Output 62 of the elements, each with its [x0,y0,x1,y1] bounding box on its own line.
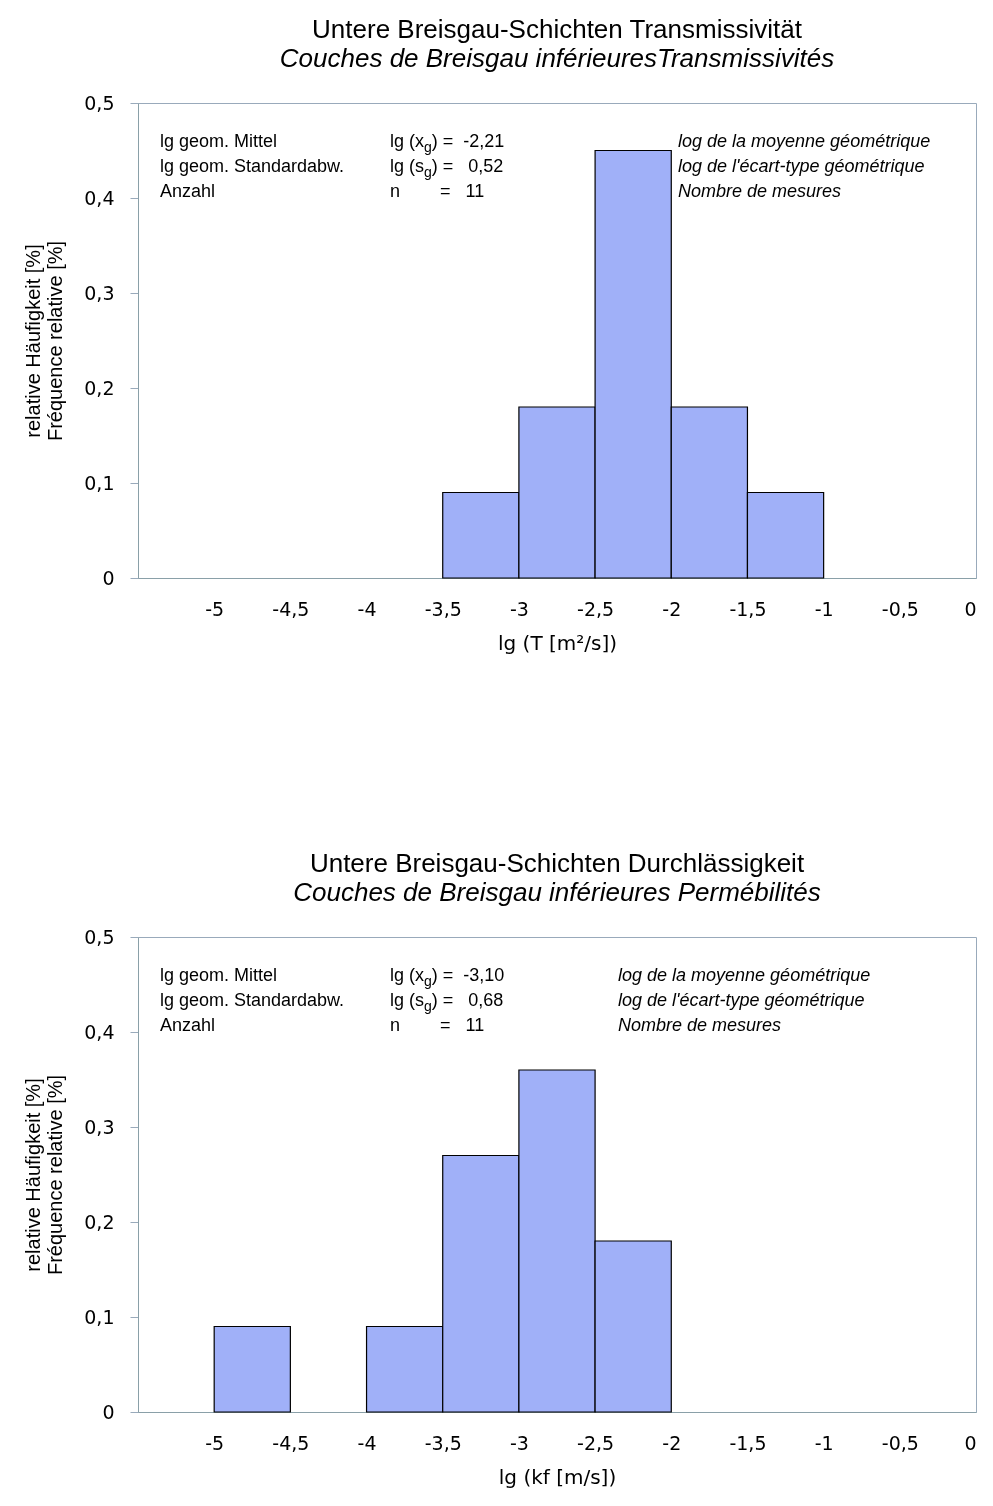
annotation: log de la moyenne géométrique [618,965,871,986]
x-axis-title: lg (kf [m/s]) [498,1464,617,1489]
x-tick-label: -3 [509,1431,529,1454]
x-tick-label: -4 [357,597,377,620]
x-tick-label: -1,5 [729,597,767,620]
y-tick-label: 0,2 [84,376,115,399]
y-tick-label: 0,1 [84,471,115,494]
annotation: lg geom. Mittel [160,965,278,986]
y-tick-label: 0,5 [84,91,115,114]
annotation: lg (s$_{g}$) = 0,68 [390,990,504,1014]
annotation: log de l'écart-type géométrique [678,156,925,177]
x-tick-label: 0 [964,597,977,620]
x-tick-label: -0,5 [881,1431,919,1454]
annotation: lg (x$_{g}$) = -3,10 [390,965,505,989]
x-tick-label: -3,5 [424,1431,462,1454]
chart-title: Untere Breisgau-Schichten Transmissivität [312,14,803,44]
annotation: n = 11 [390,181,485,202]
y-tick-label: 0,3 [84,281,115,304]
x-tick-label: -2,5 [577,597,615,620]
text: relative Häufigkeit [%] [22,1078,45,1272]
annotation: n = 11 [390,1015,485,1036]
annotation: lg (x$_{g}$) = -2,21 [390,131,505,155]
chart-subtitle: Couches de Breisgau inférieuresTransmissivités [279,43,835,73]
x-tick-label: -5 [205,597,225,620]
x-tick-label: -5 [205,1431,225,1454]
annotation: lg geom. Standardabw. [160,156,345,177]
annotation: Anzahl [160,1015,216,1036]
y-tick-label: 0,4 [84,1020,115,1043]
annotation: Nombre de mesures [618,1015,782,1036]
x-tick-label: -3,5 [424,597,462,620]
y-tick-label: 0,5 [84,925,115,948]
y-tick-label: 0 [102,1400,115,1423]
annotation: lg (s$_{g}$) = 0,52 [390,156,504,180]
x-tick-label: -4,5 [272,1431,310,1454]
text: Fréquence relative [%] [44,1074,67,1276]
annotation: log de l'écart-type géométrique [618,990,865,1011]
text: relative Häufigkeit [%] [22,244,45,438]
x-tick-label: -2 [662,1431,682,1454]
chart-title: Untere Breisgau-Schichten Durchlässigkeit [309,848,805,878]
x-tick-label: -4 [357,1431,377,1454]
y-tick-label: 0,3 [84,1115,115,1138]
annotation: lg geom. Standardabw. [160,990,345,1011]
x-tick-label: -4,5 [272,597,310,620]
x-tick-label: 0 [964,1431,977,1454]
x-tick-label: -2 [662,597,682,620]
y-tick-label: 0 [102,566,115,589]
chart-subtitle: Couches de Breisgau inférieures Permébilités [293,877,821,907]
annotation: log de la moyenne géométrique [678,131,931,152]
x-tick-label: -1,5 [729,1431,767,1454]
x-tick-label: -0,5 [881,597,919,620]
y-tick-label: 0,4 [84,186,115,209]
y-tick-label: 0,1 [84,1305,115,1328]
x-tick-label: -3 [509,597,529,620]
annotation: Nombre de mesures [678,181,842,202]
x-tick-label: -1 [814,1431,834,1454]
y-tick-label: 0,2 [84,1210,115,1233]
annotation: lg geom. Mittel [160,131,278,152]
x-tick-label: -2,5 [577,1431,615,1454]
text: Fréquence relative [%] [44,240,67,442]
x-axis-title: lg (T [m²/s]) [497,630,618,655]
annotation: Anzahl [160,181,216,202]
x-tick-label: -1 [814,597,834,620]
